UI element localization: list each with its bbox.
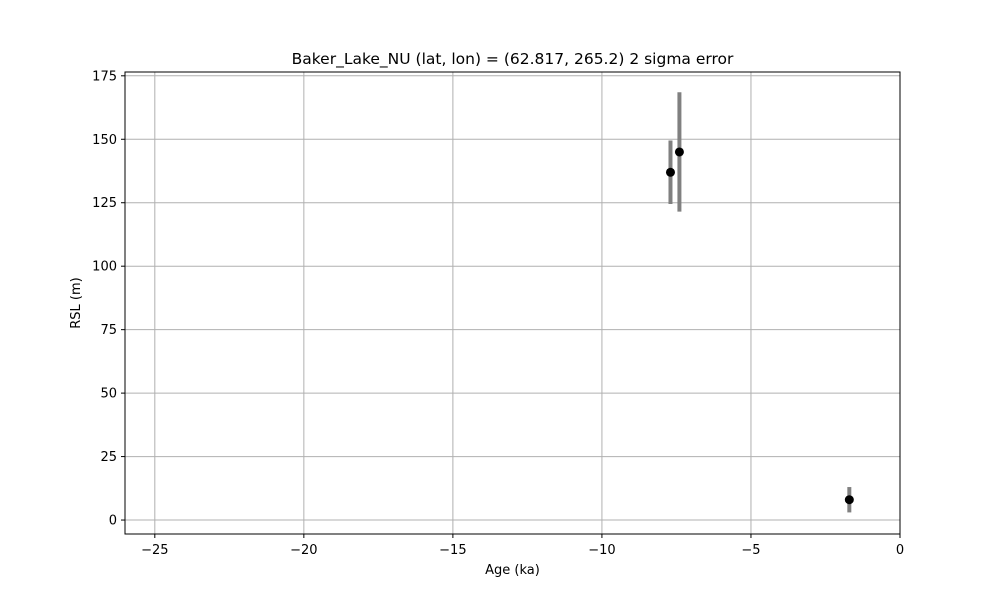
x-tick-label: −15 bbox=[439, 543, 466, 558]
y-tick-label: 50 bbox=[100, 387, 117, 402]
x-axis-label: Age (ka) bbox=[485, 563, 540, 578]
data-points bbox=[665, 147, 854, 505]
y-tick-label: 175 bbox=[92, 69, 117, 84]
x-tick-label: −5 bbox=[741, 543, 760, 558]
y-tick-label: 125 bbox=[92, 196, 117, 211]
x-axis-ticks: −25 −20 −15 −10 −5 0 bbox=[141, 534, 904, 558]
data-point bbox=[674, 147, 684, 157]
y-tick-label: 75 bbox=[100, 323, 117, 338]
x-tick-label: −25 bbox=[141, 543, 168, 558]
axes-frame bbox=[124, 71, 901, 535]
x-tick-label: −20 bbox=[290, 543, 317, 558]
y-tick-label: 100 bbox=[92, 260, 117, 275]
x-tick-label: 0 bbox=[896, 543, 904, 558]
x-tick-label: −10 bbox=[588, 543, 615, 558]
data-point bbox=[665, 167, 675, 177]
y-tick-label: 25 bbox=[100, 450, 117, 465]
y-axis-ticks: 0 25 50 75 100 125 150 175 bbox=[92, 69, 125, 529]
data-point bbox=[844, 495, 854, 505]
chart-title: Baker_Lake_NU (lat, lon) = (62.817, 265.… bbox=[292, 50, 734, 69]
y-axis-label: RSL (m) bbox=[69, 277, 84, 328]
y-tick-label: 0 bbox=[109, 514, 117, 529]
plot-area bbox=[124, 71, 901, 535]
y-tick-label: 150 bbox=[92, 133, 117, 148]
grid bbox=[125, 72, 901, 534]
